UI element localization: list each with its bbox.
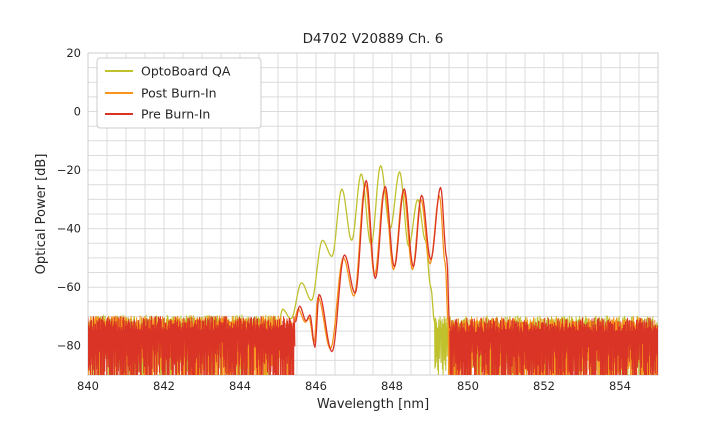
x-tick-label: 840 xyxy=(77,379,99,393)
y-tick-label: −40 xyxy=(57,222,81,236)
x-tick-labels: 840 842 844 846 848 850 852 854 xyxy=(77,379,631,393)
noise-floor-path xyxy=(88,316,296,375)
series-layer xyxy=(88,165,658,375)
legend-label-post-burn-in: Post Burn-In xyxy=(141,86,217,101)
y-tick-label: −20 xyxy=(57,163,81,177)
legend-box xyxy=(96,57,262,129)
legend-item-optoboard-qa: OptoBoard QA xyxy=(105,64,231,79)
legend: OptoBoard QA Post Burn-In Pre Burn-In xyxy=(96,57,262,129)
chart-title: D4702 V20889 Ch. 6 xyxy=(303,31,444,47)
x-tick-label: 852 xyxy=(533,379,555,393)
x-tick-label: 842 xyxy=(153,379,175,393)
legend-item-pre-burn-in: Pre Burn-In xyxy=(105,107,210,122)
x-tick-label: 848 xyxy=(381,379,403,393)
y-tick-label: 0 xyxy=(74,105,81,119)
legend-label-optoboard-qa: OptoBoard QA xyxy=(141,64,231,79)
y-tick-label: 20 xyxy=(66,46,81,60)
plot-frame xyxy=(87,52,659,376)
legend-item-post-burn-in: Post Burn-In xyxy=(105,86,217,101)
y-tick-label: −60 xyxy=(57,280,81,294)
y-axis-label: Optical Power [dB] xyxy=(34,154,49,275)
x-tick-label: 846 xyxy=(305,379,327,393)
y-tick-label: −80 xyxy=(57,339,81,353)
x-tick-label: 850 xyxy=(457,379,479,393)
x-tick-label: 854 xyxy=(609,379,631,393)
series-pre-burn-in xyxy=(88,179,658,375)
x-tick-label: 844 xyxy=(229,379,251,393)
spectrum-envelope-path xyxy=(294,179,451,353)
noise-floor-path xyxy=(449,317,658,375)
y-tick-labels: 20 0 −20 −40 −60 −80 xyxy=(57,46,81,353)
x-axis-label: Wavelength [nm] xyxy=(317,397,429,412)
legend-label-pre-burn-in: Pre Burn-In xyxy=(141,107,210,122)
